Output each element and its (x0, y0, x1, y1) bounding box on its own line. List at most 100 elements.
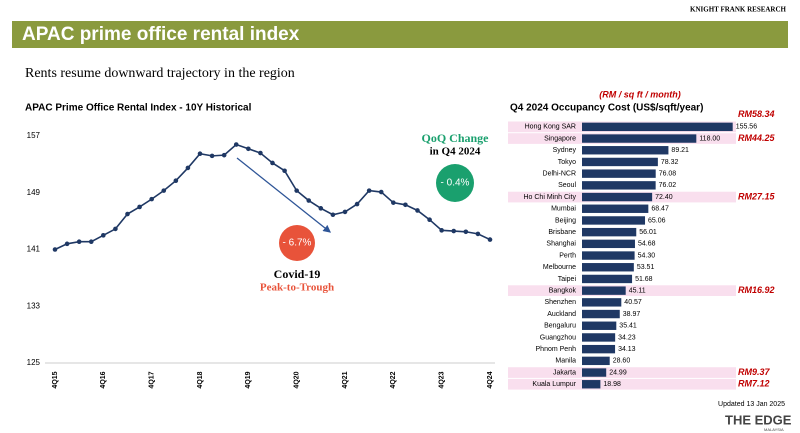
point (403, 202, 408, 208)
category-label: Bangkok (549, 287, 577, 294)
y-tick-label: 141 (27, 245, 41, 254)
covid-value: - 6.7% (283, 238, 312, 249)
value-label: 53.51 (637, 264, 655, 271)
rm-label: RM9.37 (738, 367, 771, 377)
bar (582, 122, 733, 132)
point (342, 209, 348, 215)
category-label: Hong Kong SAR (525, 124, 576, 131)
category-label: Manila (555, 358, 576, 365)
point (161, 188, 167, 193)
rm-label: RM58.34 (738, 109, 775, 119)
point (294, 188, 299, 193)
point (185, 165, 191, 171)
value-label: 76.02 (659, 182, 677, 189)
bar (582, 239, 635, 249)
point (113, 226, 118, 232)
category-label: Auckland (547, 311, 576, 318)
covid-title: Covid-19 (274, 267, 321, 281)
value-label: 54.68 (638, 241, 656, 248)
subtitle: Rents resume downward trajectory in the … (25, 66, 295, 81)
row-highlight (508, 378, 736, 390)
value-label: 76.08 (659, 170, 677, 177)
x-tick-label: 4Q20 (294, 371, 301, 388)
point (354, 201, 360, 207)
category-label: Mumbai (551, 206, 576, 213)
point (378, 189, 384, 195)
bar (582, 216, 646, 225)
value-label: 89.21 (671, 147, 689, 154)
bar-title: Q4 2024 Occupancy Cost (US$/sqft/year) (510, 103, 703, 114)
bar (582, 251, 635, 260)
category-label: Sydney (553, 147, 577, 154)
point (427, 217, 432, 223)
point (173, 178, 179, 183)
bar (582, 344, 616, 354)
category-label: Shenzhen (544, 299, 576, 306)
qoq-value: - 0.4% (441, 178, 470, 189)
category-label: Guangzhou (540, 334, 576, 341)
qoq-period: in Q4 2024 (430, 146, 481, 158)
value-label: 18.98 (603, 381, 621, 388)
bar (582, 298, 622, 307)
y-tick-label: 125 (27, 358, 41, 367)
value-label: 38.97 (623, 311, 641, 318)
category-label: Brisbane (548, 229, 576, 236)
value-label: 155.56 (736, 124, 758, 131)
point (149, 196, 154, 202)
bar (582, 286, 626, 295)
bar (582, 333, 616, 342)
category-label: Tokyo (558, 159, 576, 166)
category-label: Ho Chi Minh City (523, 194, 576, 201)
value-label: 68.47 (651, 206, 669, 213)
bar (582, 146, 669, 155)
value-label: 24.99 (609, 369, 627, 376)
x-tick-label: 4Q21 (342, 371, 349, 388)
point (101, 233, 106, 238)
qoq-badge (436, 164, 474, 202)
point (475, 231, 481, 237)
trend-arrow (236, 157, 332, 233)
rm-label: RM16.92 (738, 285, 775, 295)
value-label: 78.32 (661, 159, 679, 166)
point (76, 239, 82, 244)
category-label: Melbourne (543, 264, 576, 271)
x-tick-label: 4Q18 (197, 371, 204, 388)
bar (582, 263, 634, 272)
category-label: Kuala Lumpur (532, 381, 576, 388)
value-label: 72.40 (655, 194, 673, 201)
logo: THE EDGE (725, 412, 792, 427)
covid-badge (279, 225, 315, 261)
bar (582, 181, 656, 190)
line (54, 143, 491, 251)
point (209, 153, 215, 159)
point (197, 151, 203, 157)
banner-title: APAC prime office rental index (22, 24, 300, 45)
logo-sub: MALAYSIA (764, 427, 784, 432)
bar (582, 274, 633, 284)
x-tick-label: 4Q22 (390, 371, 397, 388)
point (258, 150, 263, 156)
point (88, 239, 94, 244)
qoq-title: QoQ Change (421, 131, 489, 145)
y-tick-label: 133 (27, 301, 41, 310)
point (463, 229, 469, 235)
updated: Updated 13 Jan 2025 (718, 401, 785, 408)
value-label: 45.11 (629, 287, 646, 294)
row-highlight (508, 367, 736, 378)
point (330, 212, 336, 218)
bar (582, 192, 653, 202)
category-label: Beijing (555, 217, 576, 224)
category-label: Jakarta (553, 369, 576, 376)
bar (582, 356, 610, 366)
point (451, 228, 457, 234)
value-label: 34.23 (618, 334, 636, 341)
category-label: Shanghai (546, 241, 576, 248)
point (306, 198, 312, 203)
point (366, 188, 372, 193)
point (439, 228, 444, 233)
bar (582, 368, 607, 377)
line-title: APAC Prime Office Rental Index - 10Y His… (25, 103, 252, 114)
bar (582, 134, 697, 143)
bar (582, 204, 649, 213)
